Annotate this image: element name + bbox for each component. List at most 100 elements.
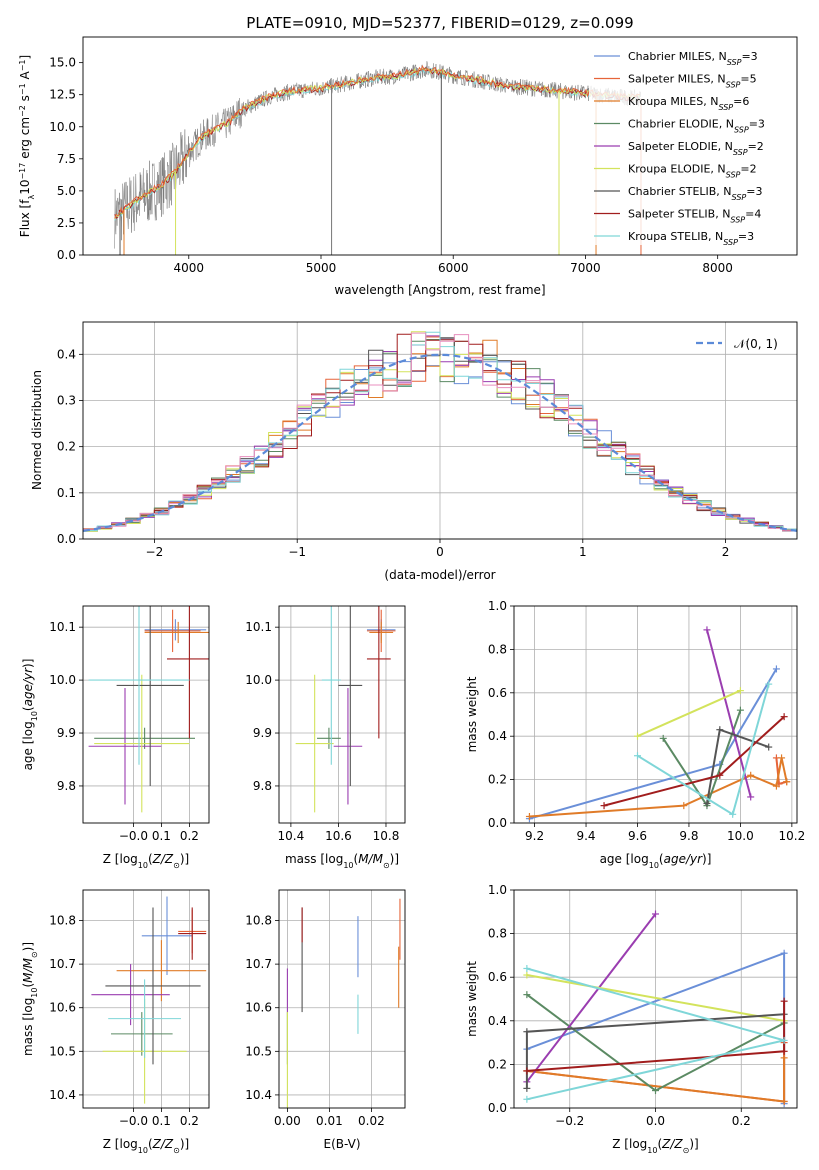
legend-sub: SSP [732, 193, 747, 202]
y-axis-label: Flux [fλ10−17 erg cm−2 s−1 A−1] [18, 55, 36, 237]
ebv_mass-ticks: 0.00 0.01 0.02 10.4 10.5 10.6 10.7 10.8 [245, 914, 384, 1128]
legend-sub: SSP [727, 58, 742, 67]
y-tick-label: 10.7 [49, 957, 76, 971]
label-part: ⊙ [383, 861, 390, 870]
y-axis-label: mass [log10(M/M⊙)] [21, 942, 39, 1056]
residuals-ticks: −2 −1 0 1 2 0.0 0.1 0.2 0.3 0.4 [57, 347, 730, 559]
residuals-frame [82, 321, 798, 540]
z_age-grid [83, 606, 209, 823]
weight-series-line [706, 629, 752, 798]
x-tick-label: 1 [579, 545, 587, 559]
x-axis-label: E(B-V) [323, 1137, 360, 1151]
y-axis-label: mass weight [465, 676, 479, 752]
x-axis-label: age [log10(age/yr)] [600, 852, 712, 870]
mass_age-frame [278, 605, 406, 824]
z_weight-ticks: −0.2 0.0 0.2 0.0 0.2 0.4 0.6 0.8 1.0 [488, 883, 751, 1128]
residuals-axes: −2 −1 0 1 2 0.0 0.1 0.2 0.3 0.4 𝒩(0, 1) (data-model… [30, 321, 798, 582]
z_mass-grid [83, 890, 209, 1108]
legend-box [589, 40, 794, 245]
legend-label: 𝒩(0, 1) [734, 337, 778, 351]
x-tick-label: 10.0 [727, 829, 754, 843]
label-part: 10 [647, 1146, 657, 1155]
y-tick-label: 10.4 [49, 1088, 76, 1102]
z_mass-frame [82, 889, 210, 1109]
y-tick-label: 0.2 [57, 440, 76, 454]
x-tick-label: 0.02 [358, 1114, 385, 1128]
label-part: Z [log [612, 1137, 647, 1151]
legend-entry: Salpeter ELODIE, NSSP=2 [594, 140, 764, 157]
y-tick-label: 10.0 [49, 673, 76, 687]
x-axis-label: Z [log10(Z/Z⊙)] [103, 852, 189, 870]
legend-label: Kroupa STELIB, NSSP=3 [628, 230, 754, 247]
x-tick-label: 0.1 [152, 1114, 171, 1128]
y-tick-label: 0.0 [57, 248, 76, 262]
label-part: 10 [18, 180, 32, 195]
label-part: −17 [18, 163, 27, 180]
z_age-ticks: −0.0 0.1 0.2 9.8 9.9 10.0 10.1 [49, 620, 199, 843]
ebv_mass-frame [278, 889, 406, 1109]
errorbar-point [338, 606, 363, 786]
legend-sub: SSP [730, 215, 745, 224]
ebv_mass-plot-area [286, 898, 401, 1108]
errorbar-point [116, 940, 207, 1002]
normal-curve [83, 353, 797, 532]
y-tick-label: 0.4 [488, 729, 507, 743]
x-axis-label: mass [log10(M/M⊙)] [285, 852, 399, 870]
model-spectrum-line [114, 64, 640, 219]
legend-name: Chabrier STELIB, N [628, 185, 732, 198]
legend-label: Salpeter MILES, NSSP=5 [628, 73, 757, 90]
label-part: ] [18, 55, 32, 60]
errorbar-point [141, 896, 193, 976]
label-part: Z/Z [661, 1137, 683, 1151]
label-part: )] [180, 852, 189, 866]
x-tick-label: 9.8 [679, 829, 698, 843]
legend-label: Chabrier STELIB, NSSP=3 [628, 185, 762, 202]
z_mass-plot-area [91, 896, 207, 1104]
label-part: ( [659, 852, 664, 866]
legend-nssp: =2 [748, 140, 764, 153]
legend-name: Chabrier ELODIE, N [628, 118, 734, 131]
legend-entry: Kroupa STELIB, NSSP=3 [594, 230, 754, 247]
y-tick-label: 10.8 [49, 914, 76, 928]
errorbar-point [317, 727, 341, 749]
x-tick-label: 10.2 [778, 829, 805, 843]
x-tick-label: 0.1 [152, 829, 171, 843]
x-tick-label: 0.2 [180, 1114, 199, 1128]
errorbar-point [94, 674, 190, 813]
z_mass-ticks: −0.0 0.1 0.2 10.4 10.5 10.6 10.7 10.8 [49, 914, 199, 1128]
x-tick-label: 9.4 [576, 829, 595, 843]
legend-entry: Kroupa MILES, NSSP=6 [594, 95, 749, 112]
y-tick-label: 0.6 [488, 970, 507, 984]
label-part: 10 [343, 861, 353, 870]
legend-sub: SSP [726, 80, 741, 89]
x-tick-label: 4000 [174, 261, 205, 275]
x-tick-label: 8000 [702, 261, 733, 275]
y-axis-label: mass weight [465, 961, 479, 1037]
legend-sub: SSP [726, 170, 741, 179]
x-axis-label: wavelength [Angstrom, rest frame] [334, 283, 545, 297]
y-tick-label: 0.3 [57, 393, 76, 407]
errorbar-point [88, 606, 190, 765]
z_age-plot-area [88, 606, 209, 813]
y-tick-label: 7.5 [57, 152, 76, 166]
histogram-step [83, 332, 797, 532]
x-tick-label: 2 [722, 545, 730, 559]
label-part: 10 [649, 861, 659, 870]
label-part: ⊙ [30, 951, 39, 958]
x-tick-label: 10.8 [373, 829, 400, 843]
z_weight-plot-area [523, 910, 788, 1108]
spectrum-plot-area [114, 61, 642, 255]
y-tick-label: 0.4 [57, 347, 76, 361]
y-tick-label: 1.0 [488, 883, 507, 897]
legend-sub: SSP [733, 148, 748, 157]
errorbar-point [105, 907, 201, 1065]
y-tick-label: 10.6 [49, 1001, 76, 1015]
legend-label: Salpeter STELIB, NSSP=4 [628, 208, 761, 225]
legend-entry: Kroupa ELODIE, NSSP=2 [594, 163, 757, 179]
errorbar-point [333, 688, 363, 805]
errorbar-point [295, 674, 334, 813]
x-tick-label: −0.2 [555, 1114, 584, 1128]
legend-entry: Salpeter STELIB, NSSP=4 [594, 208, 761, 225]
label-part: )] [390, 852, 399, 866]
